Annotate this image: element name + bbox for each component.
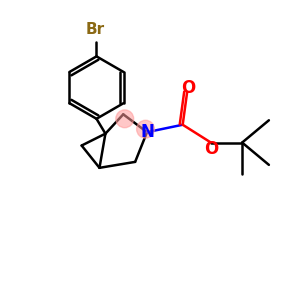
Text: O: O <box>182 80 196 98</box>
Circle shape <box>116 110 134 128</box>
Text: O: O <box>204 140 218 158</box>
Text: N: N <box>140 123 154 141</box>
Text: Br: Br <box>85 22 105 37</box>
Circle shape <box>136 120 154 138</box>
